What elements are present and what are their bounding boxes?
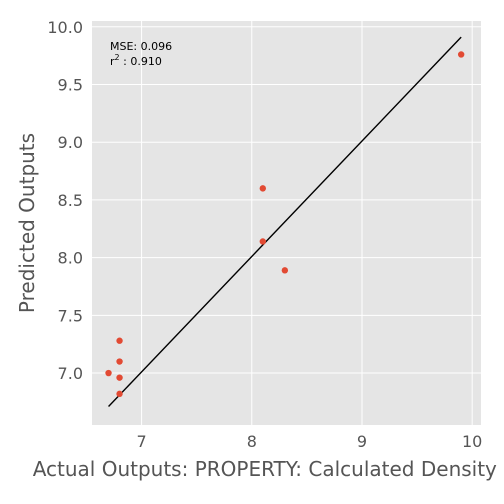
x-tick-label: 8 [247, 432, 257, 451]
data-point [458, 51, 464, 57]
x-tick-label: 7 [136, 432, 146, 451]
y-tick-label: 9.0 [58, 133, 83, 152]
x-axis-label: Actual Outputs: PROPERTY: Calculated Den… [33, 457, 504, 481]
y-tick-labels: 7.0 7.5 8.0 8.5 9.0 9.5 10.0 [47, 18, 83, 383]
y-tick-label: 7.0 [58, 364, 83, 383]
y-tick-label: 9.5 [58, 75, 83, 94]
y-tick-label: 10.0 [47, 18, 83, 37]
y-axis-label: Predicted Outputs [15, 133, 39, 313]
data-point [116, 338, 122, 344]
plot-background [92, 21, 481, 425]
data-point [116, 391, 122, 397]
data-point [260, 185, 266, 191]
r2-value: : 0.910 [120, 55, 162, 68]
y-tick-label: 8.0 [58, 249, 83, 268]
data-point [260, 238, 266, 244]
x-tick-label: 9 [357, 432, 367, 451]
mse-annotation: MSE: 0.096 [110, 40, 172, 53]
y-tick-label: 7.5 [58, 306, 83, 325]
data-point [116, 374, 122, 380]
y-tick-label: 8.5 [58, 191, 83, 210]
x-tick-label: 10 [462, 432, 482, 451]
x-tick-labels: 7 8 9 10 [136, 432, 482, 451]
data-point [282, 267, 288, 273]
data-point [116, 358, 122, 364]
data-point [105, 370, 111, 376]
